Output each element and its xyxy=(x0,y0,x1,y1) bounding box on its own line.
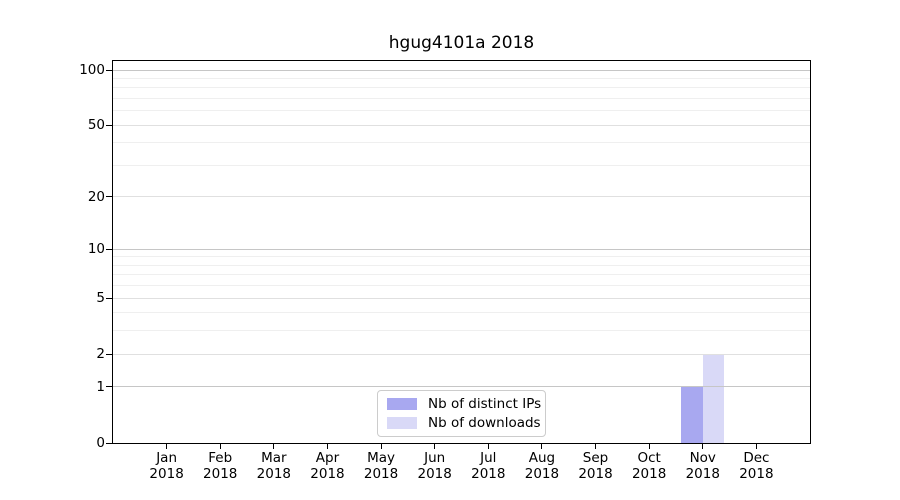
y-axis-tick-label: 20 xyxy=(87,188,105,205)
x-axis-tick-mark xyxy=(702,444,704,449)
x-axis-tick-mark xyxy=(273,444,275,449)
gridline-major xyxy=(113,124,810,126)
plot-area: Nb of distinct IPs Nb of downloads xyxy=(112,60,811,444)
gridline-minor xyxy=(113,165,810,166)
x-tick-month: Aug xyxy=(528,450,556,466)
gridline-minor xyxy=(113,87,810,89)
y-axis-tick-label: 0 xyxy=(96,435,105,451)
gridline-minor xyxy=(113,330,810,332)
x-axis-tick-mark xyxy=(166,444,168,449)
gridline-major xyxy=(113,386,810,388)
x-axis-tick-label: Oct 2018 xyxy=(609,450,689,482)
gridline-major xyxy=(113,248,810,250)
y-axis-tick-label: 10 xyxy=(87,241,105,258)
legend: Nb of distinct IPs Nb of downloads xyxy=(377,390,546,437)
bar-layer xyxy=(113,61,810,443)
x-axis-tick-mark xyxy=(755,444,757,449)
legend-swatch-distinct-ips-icon xyxy=(387,398,417,411)
x-tick-year: 2018 xyxy=(631,466,667,482)
x-axis-tick-label: Jan 2018 xyxy=(127,450,207,482)
chart-title: hgug4101a 2018 xyxy=(388,33,535,53)
gridline-minor xyxy=(113,77,810,79)
gridline-major xyxy=(113,196,810,198)
x-tick-month: Jan xyxy=(156,450,178,466)
x-axis-tick-mark xyxy=(595,444,597,449)
gridline-major xyxy=(113,353,810,355)
x-axis-tick-label: Jul 2018 xyxy=(448,450,528,482)
y-axis-tick-label: 5 xyxy=(96,290,105,307)
legend-label-distinct-ips: Nb of distinct IPs xyxy=(428,396,542,413)
y-axis-tick-label: 50 xyxy=(87,117,105,134)
x-tick-year: 2018 xyxy=(363,466,399,482)
x-tick-year: 2018 xyxy=(203,466,238,482)
y-axis-tick-mark xyxy=(106,248,112,250)
gridline-minor xyxy=(113,264,810,266)
y-axis-tick-mark xyxy=(106,124,112,126)
y-axis-tick-mark xyxy=(106,297,112,299)
x-tick-year: 2018 xyxy=(739,466,774,482)
y-axis-tick-label: 100 xyxy=(79,62,105,79)
y-axis-tick-label: 1 xyxy=(96,378,105,395)
legend-label-downloads: Nb of downloads xyxy=(428,414,541,431)
x-tick-month: Mar xyxy=(261,450,287,466)
x-axis-tick-label: Aug 2018 xyxy=(502,450,582,482)
y-axis-tick-mark xyxy=(106,353,112,355)
grid-layer xyxy=(113,61,810,443)
x-axis-tick-label: Mar 2018 xyxy=(234,450,314,482)
x-tick-month: Jun xyxy=(424,450,446,466)
legend-swatch-downloads-icon xyxy=(387,416,417,429)
legend-item-downloads: Nb of downloads xyxy=(387,415,541,431)
y-axis-tick-label: 2 xyxy=(96,346,105,363)
x-tick-month: Feb xyxy=(208,450,233,466)
x-axis-tick-label: May 2018 xyxy=(341,450,421,482)
gridline-major xyxy=(113,69,810,71)
x-axis-tick-label: Jun 2018 xyxy=(395,450,475,482)
y-axis-tick-mark xyxy=(106,196,112,198)
x-tick-year: 2018 xyxy=(256,466,292,482)
x-axis-tick-mark xyxy=(648,444,650,449)
x-tick-month: Sep xyxy=(582,450,609,466)
x-axis-tick-label: Feb 2018 xyxy=(180,450,260,482)
y-axis-tick-mark xyxy=(106,386,112,388)
x-tick-year: 2018 xyxy=(417,466,452,482)
x-tick-year: 2018 xyxy=(685,466,720,482)
x-axis-tick-label: Nov 2018 xyxy=(663,450,743,482)
x-axis-tick-mark xyxy=(487,444,489,449)
x-tick-month: Nov xyxy=(689,450,716,466)
x-tick-year: 2018 xyxy=(149,466,184,482)
x-axis-tick-label: Dec 2018 xyxy=(716,450,796,482)
gridline-minor xyxy=(113,256,810,258)
y-axis-tick-mark xyxy=(106,69,112,71)
bar-distinct-ips xyxy=(681,387,703,443)
x-tick-year: 2018 xyxy=(471,466,506,482)
gridline-major xyxy=(113,297,810,299)
gridline-minor xyxy=(113,98,810,100)
y-axis-tick-mark xyxy=(106,442,112,444)
x-tick-year: 2018 xyxy=(578,466,613,482)
x-tick-month: Apr xyxy=(315,450,340,466)
x-axis-tick-label: Sep 2018 xyxy=(556,450,636,482)
x-tick-month: May xyxy=(367,450,396,466)
x-tick-month: Jul xyxy=(480,450,497,466)
x-tick-month: Dec xyxy=(743,450,770,466)
bar-downloads xyxy=(702,354,725,443)
legend-item-distinct-ips: Nb of distinct IPs xyxy=(387,396,541,412)
x-tick-month: Oct xyxy=(637,450,661,466)
x-tick-year: 2018 xyxy=(524,466,560,482)
gridline-minor xyxy=(113,110,810,112)
gridline-minor xyxy=(113,312,810,314)
x-tick-year: 2018 xyxy=(310,466,345,482)
x-axis-tick-mark xyxy=(541,444,543,449)
gridline-minor xyxy=(113,285,810,287)
gridline-minor xyxy=(113,142,810,144)
x-axis-tick-mark xyxy=(326,444,328,449)
x-axis-tick-mark xyxy=(380,444,382,449)
gridline-minor xyxy=(113,274,810,276)
x-axis-tick-label: Apr 2018 xyxy=(287,450,367,482)
x-axis-tick-mark xyxy=(219,444,221,449)
x-axis-tick-mark xyxy=(434,444,436,449)
